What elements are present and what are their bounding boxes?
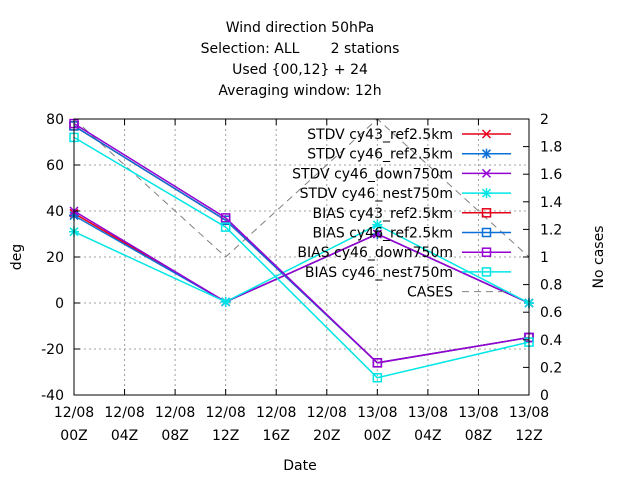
y-tick-label: 0 xyxy=(55,296,64,312)
chart-title-line: Wind direction 50hPa xyxy=(226,20,375,36)
series-line xyxy=(73,210,530,304)
data-point xyxy=(220,213,231,223)
legend: STDV cy43_ref2.5km STDV cy46_ref2.5km STDV… xyxy=(292,127,511,301)
x-tick-label-hour: 16Z xyxy=(263,428,290,444)
legend-label: BIAS cy46_ref2.5km xyxy=(313,226,453,242)
x-tick-label-date: 13/08 xyxy=(357,405,397,421)
x-tick-label-hour: 04Z xyxy=(111,428,138,444)
series-line xyxy=(73,136,530,379)
x-tick-label-date: 13/08 xyxy=(458,405,498,421)
x-tick-label-date: 13/08 xyxy=(408,405,448,421)
y2-tick-label: 1.4 xyxy=(540,195,562,211)
legend-label: BIAS cy46_down750m xyxy=(297,245,453,261)
x-tick-label-hour: 08Z xyxy=(465,428,492,444)
series-line xyxy=(73,122,530,364)
chart-title-line: Selection: ALL 2 stations xyxy=(201,41,400,57)
y2-tick-label: 1 xyxy=(540,250,549,266)
x-tick-label-date: 12/08 xyxy=(307,405,347,421)
y2-tick-label: 0.2 xyxy=(540,360,562,376)
legend-swatch-marker xyxy=(481,247,492,257)
y-tick-label: -20 xyxy=(41,342,64,358)
series-bias-cy46-down750m xyxy=(69,118,534,368)
legend-swatch-marker xyxy=(481,208,492,218)
chart-title-line: Used {00,12} + 24 xyxy=(232,62,368,78)
y2-tick-label: 1.2 xyxy=(540,222,562,238)
y-tick-label: 80 xyxy=(46,112,64,128)
x-tick-label-date: 12/08 xyxy=(155,405,195,421)
y2-tick-label: 1.8 xyxy=(540,140,562,156)
x-tick-label-hour: 04Z xyxy=(414,428,441,444)
legend-label: BIAS cy46_nest750m xyxy=(305,265,453,281)
legend-swatch-marker xyxy=(481,148,492,159)
data-point xyxy=(220,296,231,307)
legend-label: STDV cy43_ref2.5km xyxy=(307,127,453,143)
y-axis-label: deg xyxy=(9,244,25,270)
y-tick-label: 20 xyxy=(46,250,64,266)
legend-swatch-marker xyxy=(481,267,492,277)
x-tick-label-date: 12/08 xyxy=(54,405,94,421)
legend-swatch-marker xyxy=(481,168,492,178)
legend-label: STDV cy46_nest750m xyxy=(300,186,453,202)
y-tick-label: 40 xyxy=(46,204,64,220)
data-point xyxy=(372,229,382,239)
series-line xyxy=(73,118,530,258)
x-axis-label: Date xyxy=(283,458,316,474)
y2-tick-label: 0.8 xyxy=(540,278,562,294)
x-tick-label-date: 13/08 xyxy=(509,405,549,421)
x-tick-label-hour: 00Z xyxy=(364,428,391,444)
legend-label: BIAS cy43_ref2.5km xyxy=(313,206,453,222)
axes: 12/08 00Z 12/08 04Z 12/08 08Z 12/08 12Z 12/08 16Z… xyxy=(41,112,562,444)
chart-title-line: Averaging window: 12h xyxy=(218,83,381,99)
series-cases xyxy=(73,118,530,258)
x-tick-label-hour: 08Z xyxy=(161,428,188,444)
y-tick-label: -40 xyxy=(41,388,64,404)
legend-label: STDV cy46_down750m xyxy=(292,166,453,182)
y2-tick-label: 1.6 xyxy=(540,167,562,183)
y2-tick-label: 0.4 xyxy=(540,333,562,349)
legend-swatch-marker xyxy=(481,188,492,199)
x-tick-label-date: 12/08 xyxy=(104,405,144,421)
legend-swatch-marker xyxy=(481,129,492,139)
x-tick-label-date: 12/08 xyxy=(205,405,245,421)
data-point xyxy=(372,373,383,383)
x-tick-label-hour: 12Z xyxy=(212,428,239,444)
y2-tick-label: 0.6 xyxy=(540,305,562,321)
x-tick-label-hour: 20Z xyxy=(313,428,340,444)
chart-title: Wind direction 50hPa Selection: ALL 2 sta… xyxy=(201,20,400,99)
legend-label: CASES xyxy=(407,285,453,301)
data-point xyxy=(220,222,231,232)
data-point xyxy=(372,219,383,230)
y2-axis-label: No cases xyxy=(591,226,607,289)
x-tick-label-hour: 00Z xyxy=(60,428,87,444)
series-line xyxy=(73,223,530,304)
x-tick-label-hour: 12Z xyxy=(515,428,542,444)
y-tick-label: 60 xyxy=(46,158,64,174)
data-point xyxy=(372,358,383,368)
legend-swatch-marker xyxy=(481,227,492,238)
plot-series xyxy=(69,118,534,383)
x-tick-label-date: 12/08 xyxy=(256,405,296,421)
y2-tick-label: 0 xyxy=(540,388,549,404)
y2-tick-label: 2 xyxy=(540,112,549,128)
legend-label: STDV cy46_ref2.5km xyxy=(307,147,453,163)
